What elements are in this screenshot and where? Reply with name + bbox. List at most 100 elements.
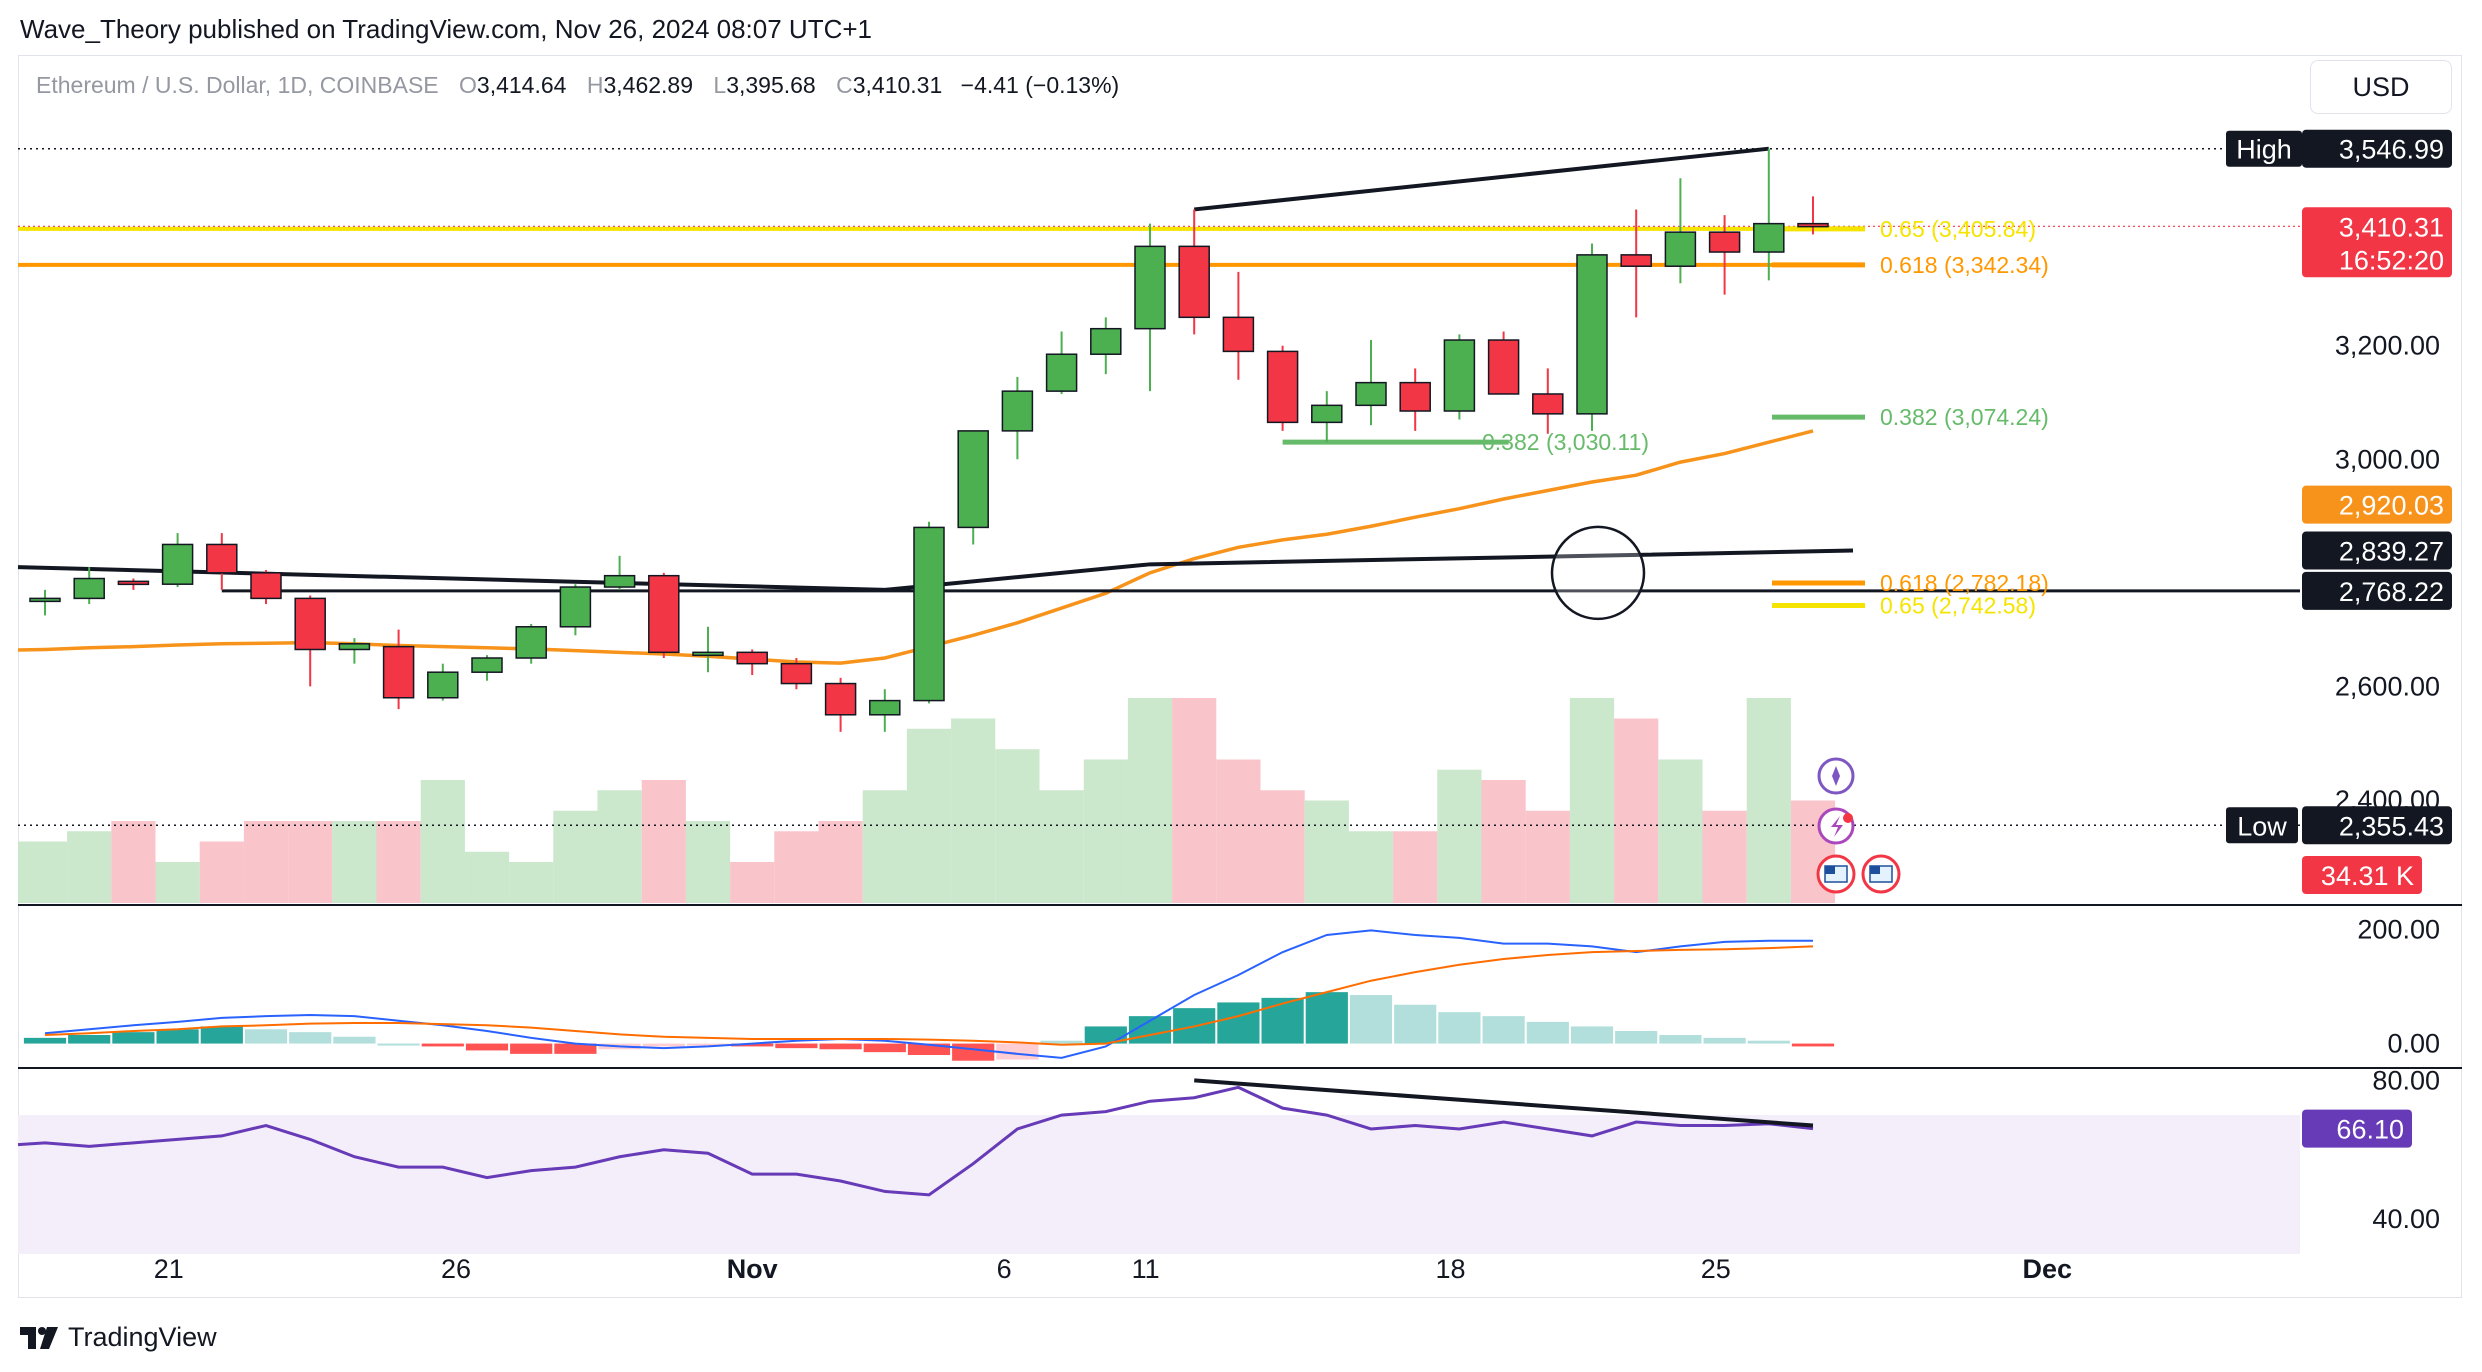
volume-bar: [332, 821, 377, 903]
flag-canton: [1825, 866, 1835, 874]
price-tick-label: 3,200.00: [2335, 331, 2440, 361]
volume-bar: [862, 790, 907, 903]
volume-bar: [1127, 698, 1173, 903]
low-label: L: [713, 72, 727, 98]
macd-tick-label: 0.00: [2387, 1029, 2440, 1059]
volume-bar: [67, 831, 112, 903]
volume-bar: [1702, 810, 1747, 903]
tradingview-brand: TradingView: [68, 1322, 217, 1352]
macd-histogram-bar: [112, 1032, 155, 1044]
rsi-value-badge-bg: [2302, 1109, 2412, 1148]
candle-body: [1576, 254, 1608, 415]
candle-body: [1443, 339, 1476, 412]
candle-body: [338, 643, 371, 651]
volume-bar: [288, 821, 333, 903]
low-tag: Low: [2237, 811, 2287, 841]
volume-bar: [1437, 769, 1482, 903]
macd-histogram-bar: [907, 1043, 951, 1055]
open-label: O: [459, 72, 477, 98]
chart-frame: [18, 55, 2462, 1298]
macd-histogram-bar: [1659, 1035, 1702, 1044]
macd-histogram-bar: [377, 1043, 420, 1046]
x-tick-label: 6: [997, 1254, 1012, 1284]
current-price-badge-bg: [2302, 207, 2452, 278]
fib-label: 0.618 (2,782.18): [1880, 570, 2049, 596]
high-tag-bg: [2226, 130, 2302, 167]
volume-bar: [1658, 759, 1703, 903]
symbol-ohlc-legend: Ethereum / U.S. Dollar, 1D, COINBASE O 3,…: [36, 72, 1119, 99]
candle-body: [1001, 390, 1034, 432]
volume-bar: [553, 810, 598, 903]
macd-histogram-bar: [1217, 1002, 1260, 1044]
macd-histogram-bar: [1526, 1021, 1569, 1044]
fib-label: 0.618 (3,342.34): [1880, 252, 2049, 278]
macd-histogram-bar: [1438, 1012, 1481, 1044]
high-value-badge: 3,546.99: [2339, 135, 2444, 165]
flag-canton: [1870, 866, 1880, 874]
macd-tick-label: 200.00: [2357, 914, 2440, 944]
volume-bar: [1569, 698, 1615, 903]
countdown-badge: 16:52:20: [2339, 245, 2444, 275]
rsi-value-badge: 66.10: [2336, 1115, 2404, 1145]
candle-body: [250, 572, 282, 600]
fib-label: 0.65 (2,742.58): [1880, 592, 2036, 618]
volume-bar: [1746, 698, 1791, 903]
candle-body: [1266, 350, 1299, 424]
volume-bar: [464, 851, 510, 903]
high-value-badge-bg: [2302, 129, 2452, 168]
candle-body: [1664, 231, 1697, 267]
low-tag-bg: [2226, 807, 2298, 844]
candle-body: [736, 651, 768, 665]
change-value: −4.41 (−0.13%): [960, 72, 1120, 98]
candle-body: [1620, 254, 1652, 267]
macd-histogram-bar: [731, 1043, 774, 1047]
macd-histogram-bar: [156, 1029, 199, 1044]
tradingview-logo[interactable]: TradingView: [20, 1322, 217, 1353]
sparkle-icon: [1832, 766, 1840, 786]
candle-body: [73, 577, 105, 600]
close-value: 3,410.31: [852, 72, 943, 98]
candle-body: [559, 586, 592, 628]
volume-bar: [1083, 759, 1128, 903]
volume-bar: [906, 728, 952, 903]
candle-body: [1090, 327, 1122, 355]
macd-histogram-bar: [554, 1043, 597, 1054]
macd-histogram-bar: [1349, 995, 1393, 1044]
volume-bar: [641, 780, 686, 903]
candle-body: [382, 645, 415, 699]
volume-bar: [685, 821, 731, 903]
volume-bar: [420, 780, 465, 903]
candle-body: [869, 699, 901, 716]
ma-value-badge: 2,920.03: [2339, 491, 2444, 521]
low-value: 3,395.68: [726, 72, 816, 98]
rsi-tick-label: 80.00: [2372, 1065, 2440, 1095]
macd-histogram-bar: [23, 1037, 67, 1044]
fib-label: 0.382 (3,074.24): [1880, 404, 2049, 430]
ma-value-badge-bg: [2302, 485, 2452, 524]
candle-body: [29, 597, 61, 603]
volume-bar: [111, 821, 156, 903]
symbol-name[interactable]: Ethereum / U.S. Dollar, 1D, COINBASE: [36, 72, 439, 98]
candle-body: [1178, 245, 1210, 319]
currency-button[interactable]: USD: [2310, 60, 2452, 114]
macd-histogram-bar: [642, 1043, 685, 1047]
x-tick-label: 21: [154, 1254, 184, 1284]
macd-histogram-bar: [1261, 997, 1304, 1044]
candle-body: [1753, 222, 1785, 253]
candle-body: [780, 662, 813, 685]
macd-histogram-bar: [289, 1032, 332, 1044]
volume-area: [18, 698, 1836, 903]
volume-bar: [1260, 790, 1305, 903]
candle-body: [692, 651, 724, 657]
lightning-icon: [1831, 816, 1843, 837]
volume-bar: [155, 862, 200, 903]
rsi-band: [18, 1115, 2300, 1254]
macd-histogram-bar: [68, 1035, 111, 1044]
macd-histogram-bar: [819, 1043, 862, 1050]
notification-dot: [1843, 813, 1853, 823]
volume-bar: [995, 749, 1040, 903]
macd-histogram-bar: [952, 1043, 995, 1061]
volume-bar: [1304, 800, 1349, 903]
low-value-badge: 2,355.43: [2339, 811, 2444, 841]
